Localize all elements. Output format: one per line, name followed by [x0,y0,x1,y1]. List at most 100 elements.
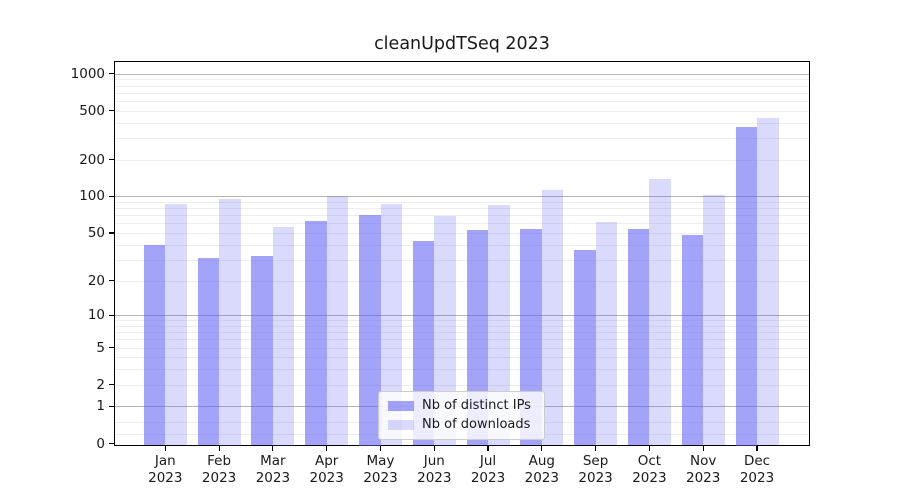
y-tick-mark [109,347,114,349]
legend-swatch-downloads [388,419,414,430]
bar-distinct-ips-mar [251,256,273,446]
x-tick-label-mar: Mar 2023 [255,453,291,486]
gridline-minor [115,208,809,210]
gridline-minor [115,339,809,341]
gridline-minor [115,79,809,81]
bar-distinct-ips-jan [143,244,166,446]
x-tick-label-jun: Jun 2023 [417,453,452,486]
gridline-minor [115,320,809,322]
x-tick-mark [487,446,489,451]
x-tick-mark [433,446,435,451]
gridline-minor [115,233,809,234]
chart-title: cleanUpdTSeq 2023 [374,34,550,54]
gridline-minor [115,332,809,334]
legend-entry-distinct-ips: Nb of distinct IPs [388,398,535,413]
y-tick-label: 1 [96,398,105,415]
legend-label-downloads: Nb of downloads [422,417,531,432]
x-tick-label-dec: Dec 2023 [739,453,775,486]
x-tick-mark [326,446,328,451]
x-tick-mark [272,446,274,451]
x-tick-mark [756,446,758,451]
bar-distinct-ips-apr [305,220,327,446]
x-tick-label-aug: Aug 2023 [524,453,559,486]
x-tick-label-sep: Sep 2023 [578,453,613,486]
gridline-minor [115,159,809,161]
gridline-minor [115,215,809,217]
gridline-major [115,73,809,75]
gridline-minor [115,244,809,246]
bar-downloads-jan [165,204,187,446]
x-tick-mark [702,446,704,451]
bar-distinct-ips-may [359,214,381,446]
gridline-minor [115,92,809,94]
y-tick-mark [109,279,114,282]
bar-downloads-dec [757,118,779,446]
x-tick-mark [595,446,597,451]
y-tick-label: 2 [96,376,105,393]
gridline-major [115,315,809,317]
legend-swatch-distinct-ips [388,400,414,411]
legend-entry-downloads: Nb of downloads [388,417,535,432]
x-tick-mark [541,446,543,451]
y-tick-mark [109,195,114,197]
plot-area [114,61,810,446]
bar-downloads-nov [703,194,725,446]
bar-downloads-sep [595,221,618,446]
x-tick-label-jan: Jan 2023 [148,453,183,486]
bar-downloads-mar [272,227,295,446]
y-tick-label: 100 [79,188,105,205]
gridline-minor [115,85,809,87]
x-tick-label-jul: Jul 2023 [470,453,506,486]
x-tick-mark [379,446,382,451]
y-tick-mark [109,384,114,386]
gridline-minor [115,259,809,261]
gridline-minor [115,357,809,359]
gridline-minor [115,137,809,139]
bar-downloads-jun [434,216,456,446]
gridline-minor [115,325,809,327]
y-tick-mark [109,405,114,407]
y-tick-label: 50 [87,225,105,241]
gridline-minor [115,100,809,102]
y-tick-label: 500 [79,102,105,119]
legend: Nb of distinct IPs Nb of downloads [378,391,545,440]
y-tick-mark [109,110,114,112]
y-tick-mark [109,158,114,161]
bar-downloads-may [380,203,402,446]
bar-distinct-ips-oct [627,228,650,446]
bar-downloads-jul [488,205,510,446]
y-tick-mark [109,232,114,234]
x-tick-label-may: May 2023 [363,453,398,486]
bar-downloads-aug [541,189,564,446]
gridline-minor [115,110,809,112]
bar-downloads-oct [649,179,671,446]
x-tick-label-oct: Oct 2023 [632,453,667,486]
x-tick-label-apr: Apr 2023 [309,453,344,486]
x-tick-mark [648,446,650,451]
y-tick-mark [109,442,114,445]
bar-distinct-ips-feb [197,257,220,446]
gridline-minor [115,369,809,371]
x-tick-mark [164,446,166,451]
y-tick-label: 5 [96,339,105,356]
gridline-minor [115,122,809,124]
bar-distinct-ips-dec [735,127,757,446]
y-tick-mark [109,314,114,316]
gridline-minor [115,384,809,386]
x-tick-mark [218,446,220,451]
bar-downloads-feb [219,198,241,446]
y-tick-label: 200 [79,151,105,168]
gridline-minor [115,347,809,349]
y-tick-label: 0 [96,435,105,452]
legend-label-distinct-ips: Nb of distinct IPs [422,398,531,413]
bar-distinct-ips-nov [681,235,704,446]
y-tick-label: 10 [87,307,105,324]
gridline-major [115,196,809,198]
bar-distinct-ips-sep [574,250,596,446]
x-tick-label-nov: Nov 2023 [686,453,721,486]
y-tick-label: 20 [87,272,105,289]
gridline-minor [115,280,809,282]
y-tick-mark [109,72,114,75]
bar-downloads-apr [326,196,349,446]
